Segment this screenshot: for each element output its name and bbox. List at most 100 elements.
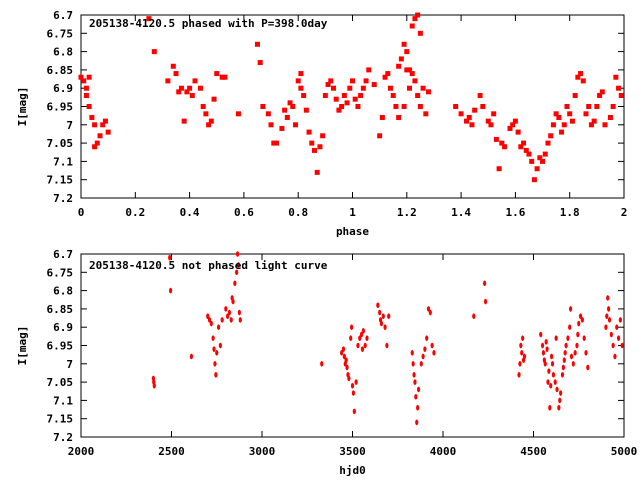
data-point <box>602 122 608 128</box>
data-point <box>184 89 190 95</box>
data-point <box>222 74 228 80</box>
data-point <box>559 129 565 135</box>
x-axis-label: phase <box>336 225 369 238</box>
x-tick-label: 1.8 <box>560 206 580 219</box>
data-point <box>510 122 516 128</box>
y-tick-label: 6.95 <box>47 101 74 114</box>
data-point <box>146 16 152 22</box>
y-tick-label: 6.9 <box>53 321 73 334</box>
data-point <box>616 335 621 341</box>
data-point <box>522 353 527 360</box>
data-point <box>303 107 309 113</box>
data-point <box>216 324 221 331</box>
data-point <box>320 361 324 367</box>
x-tick-label: 4500 <box>520 445 547 458</box>
data-point <box>576 331 580 338</box>
data-point <box>209 320 213 327</box>
data-point <box>317 144 323 150</box>
data-point <box>214 71 220 77</box>
data-point <box>544 339 548 345</box>
data-point <box>415 93 421 99</box>
data-point <box>345 364 349 371</box>
data-point <box>83 93 89 99</box>
data-point <box>350 78 355 84</box>
data-point <box>416 386 421 393</box>
data-point <box>254 41 260 47</box>
data-point <box>212 346 216 352</box>
data-point <box>564 104 570 109</box>
data-point <box>559 390 563 396</box>
data-point <box>203 111 209 117</box>
data-point <box>542 151 548 157</box>
chart-title: 205138-4120.5 phased with P=398.0day <box>89 17 328 30</box>
data-point <box>561 122 567 128</box>
data-point <box>430 342 434 349</box>
data-point <box>233 280 237 287</box>
data-point <box>260 104 266 109</box>
data-point <box>553 379 557 385</box>
data-point <box>560 371 565 378</box>
data-point <box>541 350 546 356</box>
data-point <box>170 63 176 69</box>
data-point <box>425 335 429 341</box>
data-point <box>100 122 106 128</box>
data-point <box>206 313 210 320</box>
data-point <box>396 114 402 120</box>
data-point <box>292 122 298 128</box>
data-point <box>181 118 187 124</box>
data-point <box>545 140 551 146</box>
data-point <box>567 111 573 117</box>
data-point <box>218 342 222 349</box>
data-point <box>575 342 579 349</box>
data-point <box>618 317 622 323</box>
data-point <box>219 74 225 80</box>
data-point <box>381 313 385 320</box>
data-point <box>432 350 436 356</box>
data-point <box>466 114 472 120</box>
data-point <box>354 379 358 385</box>
y-tick-label: 7.05 <box>47 376 74 389</box>
data-point <box>341 93 347 99</box>
data-point <box>611 342 615 349</box>
data-point <box>89 114 95 120</box>
data-point <box>349 324 354 331</box>
data-point <box>609 331 613 338</box>
y-tick-label: 7.15 <box>47 413 74 426</box>
data-point <box>557 404 561 411</box>
data-point <box>173 71 179 77</box>
data-point <box>401 41 407 47</box>
data-point <box>213 361 217 367</box>
data-point <box>453 104 459 109</box>
data-point <box>615 324 619 331</box>
data-point <box>235 251 240 257</box>
data-point <box>314 169 320 175</box>
data-point <box>279 125 285 131</box>
data-point <box>586 104 592 109</box>
data-point <box>349 335 353 341</box>
data-point <box>78 74 84 80</box>
data-point <box>472 313 476 320</box>
data-point <box>385 342 389 349</box>
data-point <box>330 85 336 91</box>
data-point <box>594 104 600 109</box>
x-tick-label: 0 <box>78 206 85 219</box>
data-point <box>265 111 271 117</box>
data-point <box>81 78 87 84</box>
data-point <box>336 107 342 113</box>
data-point <box>377 133 383 139</box>
y-tick-label: 7.15 <box>47 174 74 187</box>
data-point <box>577 320 581 327</box>
data-point <box>550 361 555 367</box>
data-point <box>502 144 508 150</box>
data-point <box>309 140 315 146</box>
data-point <box>519 342 523 349</box>
data-point <box>571 361 575 367</box>
data-point <box>548 404 552 411</box>
data-point <box>550 353 554 360</box>
data-point <box>413 379 417 385</box>
data-point <box>618 93 624 99</box>
data-point <box>572 93 578 99</box>
data-point <box>340 350 344 356</box>
